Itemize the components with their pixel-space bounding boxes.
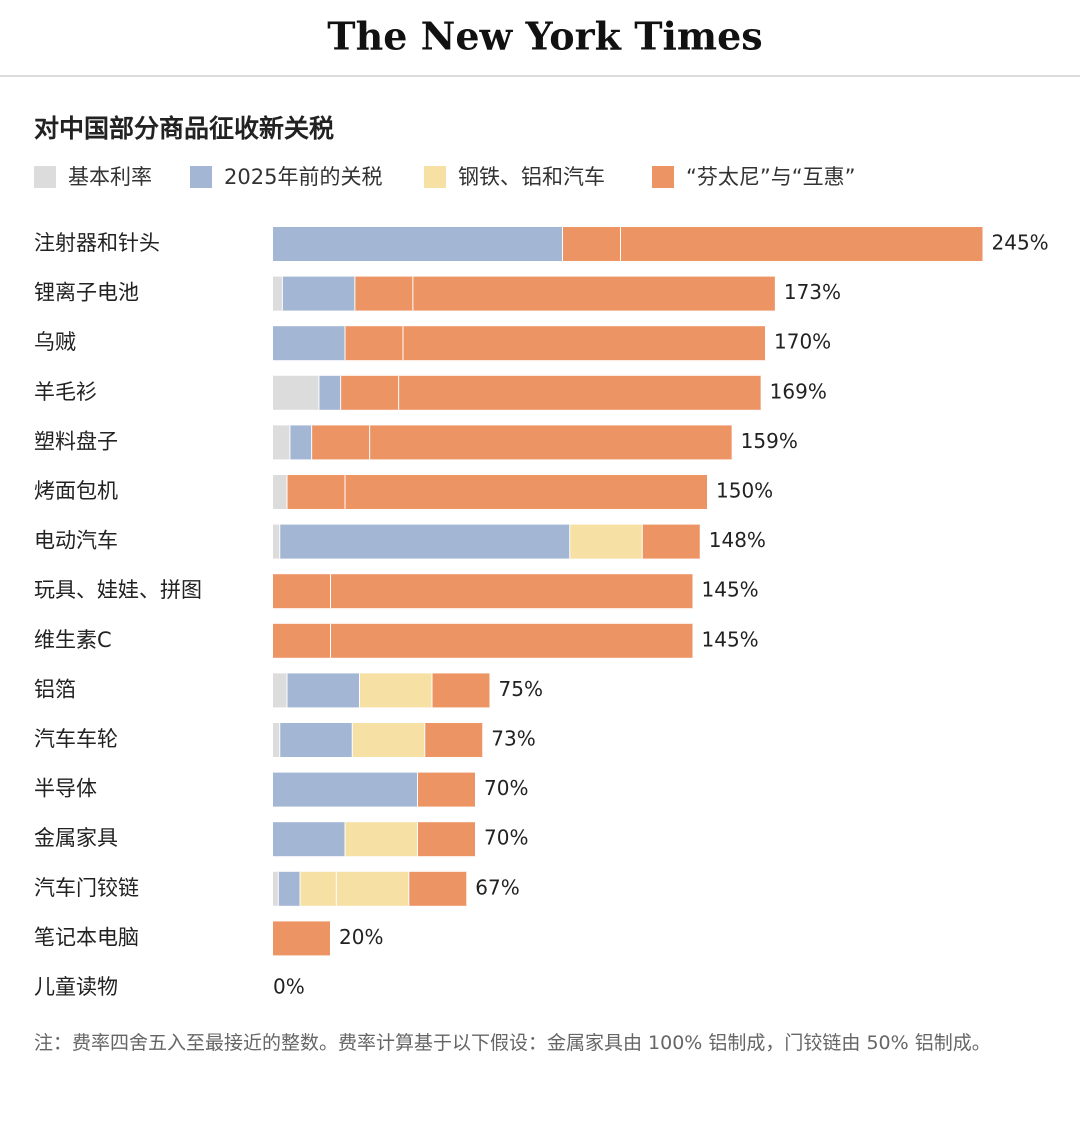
category-label: 笔记本电脑 [34,925,139,949]
bar-segment [355,276,414,311]
bar-segment [300,871,337,906]
bar-segment [273,623,331,658]
bar-segment [432,673,491,708]
category-label: 羊毛衫 [34,380,97,404]
category-label: 铝箔 [34,677,76,701]
bar-segment [345,822,418,857]
bar-segment [273,375,320,410]
bar-segment [425,723,484,757]
bar-segment [370,425,733,460]
bar-segment [621,227,984,261]
bar-segment [418,772,476,807]
total-label: 70% [484,776,528,800]
bar-segment [273,871,279,906]
bar-segment [287,673,360,708]
bar-segment [280,723,353,757]
bar-segment [273,227,563,261]
bar-segment [273,822,346,857]
total-label: 145% [702,627,759,651]
total-label: 173% [784,280,841,304]
bar-segment [312,425,371,460]
bar-segment [336,871,410,906]
bar-segment [345,326,404,361]
category-label: 汽车车轮 [34,727,118,751]
total-label: 150% [716,479,773,503]
total-label: 245% [992,231,1049,255]
category-label: 半导体 [34,777,97,801]
total-label: 169% [770,379,827,403]
legend-swatch [652,166,674,188]
legend-label: 钢铁、铝和汽车 [458,165,605,189]
total-label: 0% [273,975,305,999]
bar-segment [642,524,701,559]
legend-swatch [34,166,56,188]
bar-segment [273,326,346,361]
bar-segment [273,772,418,807]
chart-title: 对中国部分商品征收新关税 [34,114,334,143]
total-label: 67% [475,875,519,899]
bar-segment [273,425,291,460]
category-label: 电动汽车 [34,529,118,553]
bar-segment [278,871,301,906]
legend-swatch [190,166,212,188]
bar-segment [409,871,468,906]
bar-segment [403,326,766,361]
category-label: 注射器和针头 [34,231,160,255]
bar-segment [570,524,643,559]
total-label: 159% [741,429,798,453]
logo: The New York Times [327,14,762,59]
total-label: 145% [702,578,759,602]
category-label: 塑料盘子 [34,429,118,453]
bar-segment [290,425,313,460]
bar-segment [345,475,708,509]
total-label: 73% [491,727,535,751]
category-label: 维生素C [34,628,112,652]
legend-label: 基本利率 [68,165,152,189]
bar-segment [331,623,694,658]
bar-segment [399,375,762,410]
bar-segment [319,375,342,410]
category-label: 玩具、娃娃、拼图 [34,578,202,602]
bar-segment [418,822,476,857]
bar-segment [273,673,288,708]
bar-segment [273,475,288,509]
bar-segment [273,276,283,311]
category-label: 锂离子电池 [34,281,139,305]
legend-label: 2025年前的关税 [224,165,382,189]
total-label: 148% [709,528,766,552]
total-label: 70% [484,826,528,850]
total-label: 20% [339,925,383,949]
bar-segment [273,723,281,757]
bar-segment [360,673,433,708]
total-label: 170% [774,330,831,354]
bar-segment [287,475,346,509]
bar-segment [282,276,356,311]
bar-segment [273,574,331,609]
bar-segment [341,375,400,410]
bar-segment [273,921,331,956]
bar-segment [280,524,571,559]
category-label: 烤面包机 [34,479,118,503]
bar-segment [352,723,426,757]
footnote: 注：费率四舍五入至最接近的整数。费率计算基于以下假设：金属家具由 100% 铝制… [34,1032,991,1054]
legend-label: “芬太尼”与“互惠” [686,165,856,189]
total-label: 75% [499,677,543,701]
bar-segment [331,574,694,609]
category-label: 金属家具 [34,826,118,850]
bar-segment [563,227,621,261]
category-label: 乌贼 [34,330,76,354]
category-label: 儿童读物 [34,975,118,999]
category-label: 汽车门铰链 [34,876,139,900]
legend-swatch [424,166,446,188]
bar-segment [413,276,776,311]
bar-segment [273,524,281,559]
